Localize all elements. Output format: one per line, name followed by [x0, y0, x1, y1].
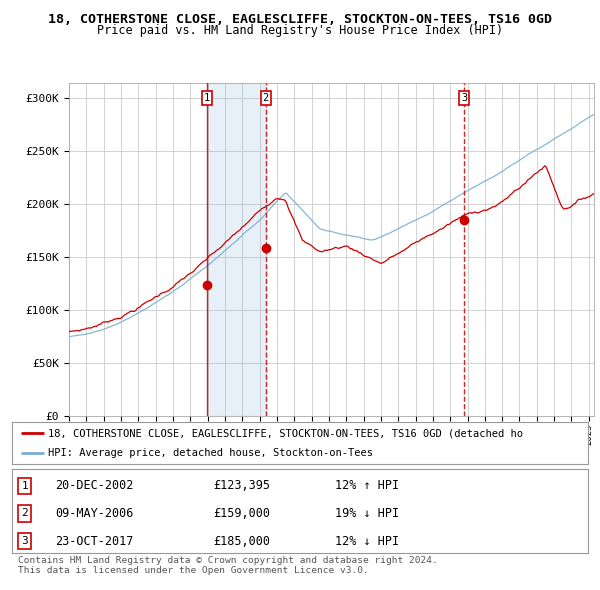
Text: 18, COTHERSTONE CLOSE, EAGLESCLIFFE, STOCKTON-ON-TEES, TS16 0GD: 18, COTHERSTONE CLOSE, EAGLESCLIFFE, STO…	[48, 13, 552, 26]
Text: 2: 2	[21, 509, 28, 519]
Text: 23-OCT-2017: 23-OCT-2017	[55, 535, 134, 548]
Text: 2: 2	[263, 93, 269, 103]
Text: 1: 1	[21, 481, 28, 491]
Text: Price paid vs. HM Land Registry's House Price Index (HPI): Price paid vs. HM Land Registry's House …	[97, 24, 503, 37]
Bar	[207, 83, 266, 416]
Text: This data is licensed under the Open Government Licence v3.0.: This data is licensed under the Open Gov…	[18, 566, 369, 575]
Text: 3: 3	[461, 93, 467, 103]
Text: £123,395: £123,395	[214, 479, 271, 492]
Text: 1: 1	[204, 93, 210, 103]
Text: 09-MAY-2006: 09-MAY-2006	[55, 507, 134, 520]
Text: HPI: Average price, detached house, Stockton-on-Tees: HPI: Average price, detached house, Stoc…	[48, 448, 373, 458]
Text: 12% ↑ HPI: 12% ↑ HPI	[335, 479, 398, 492]
Text: 19% ↓ HPI: 19% ↓ HPI	[335, 507, 398, 520]
Text: 3: 3	[21, 536, 28, 546]
Text: 20-DEC-2002: 20-DEC-2002	[55, 479, 134, 492]
Text: £159,000: £159,000	[214, 507, 271, 520]
Text: £185,000: £185,000	[214, 535, 271, 548]
Text: Contains HM Land Registry data © Crown copyright and database right 2024.: Contains HM Land Registry data © Crown c…	[18, 556, 438, 565]
Text: 18, COTHERSTONE CLOSE, EAGLESCLIFFE, STOCKTON-ON-TEES, TS16 0GD (detached ho: 18, COTHERSTONE CLOSE, EAGLESCLIFFE, STO…	[48, 428, 523, 438]
Text: 12% ↓ HPI: 12% ↓ HPI	[335, 535, 398, 548]
